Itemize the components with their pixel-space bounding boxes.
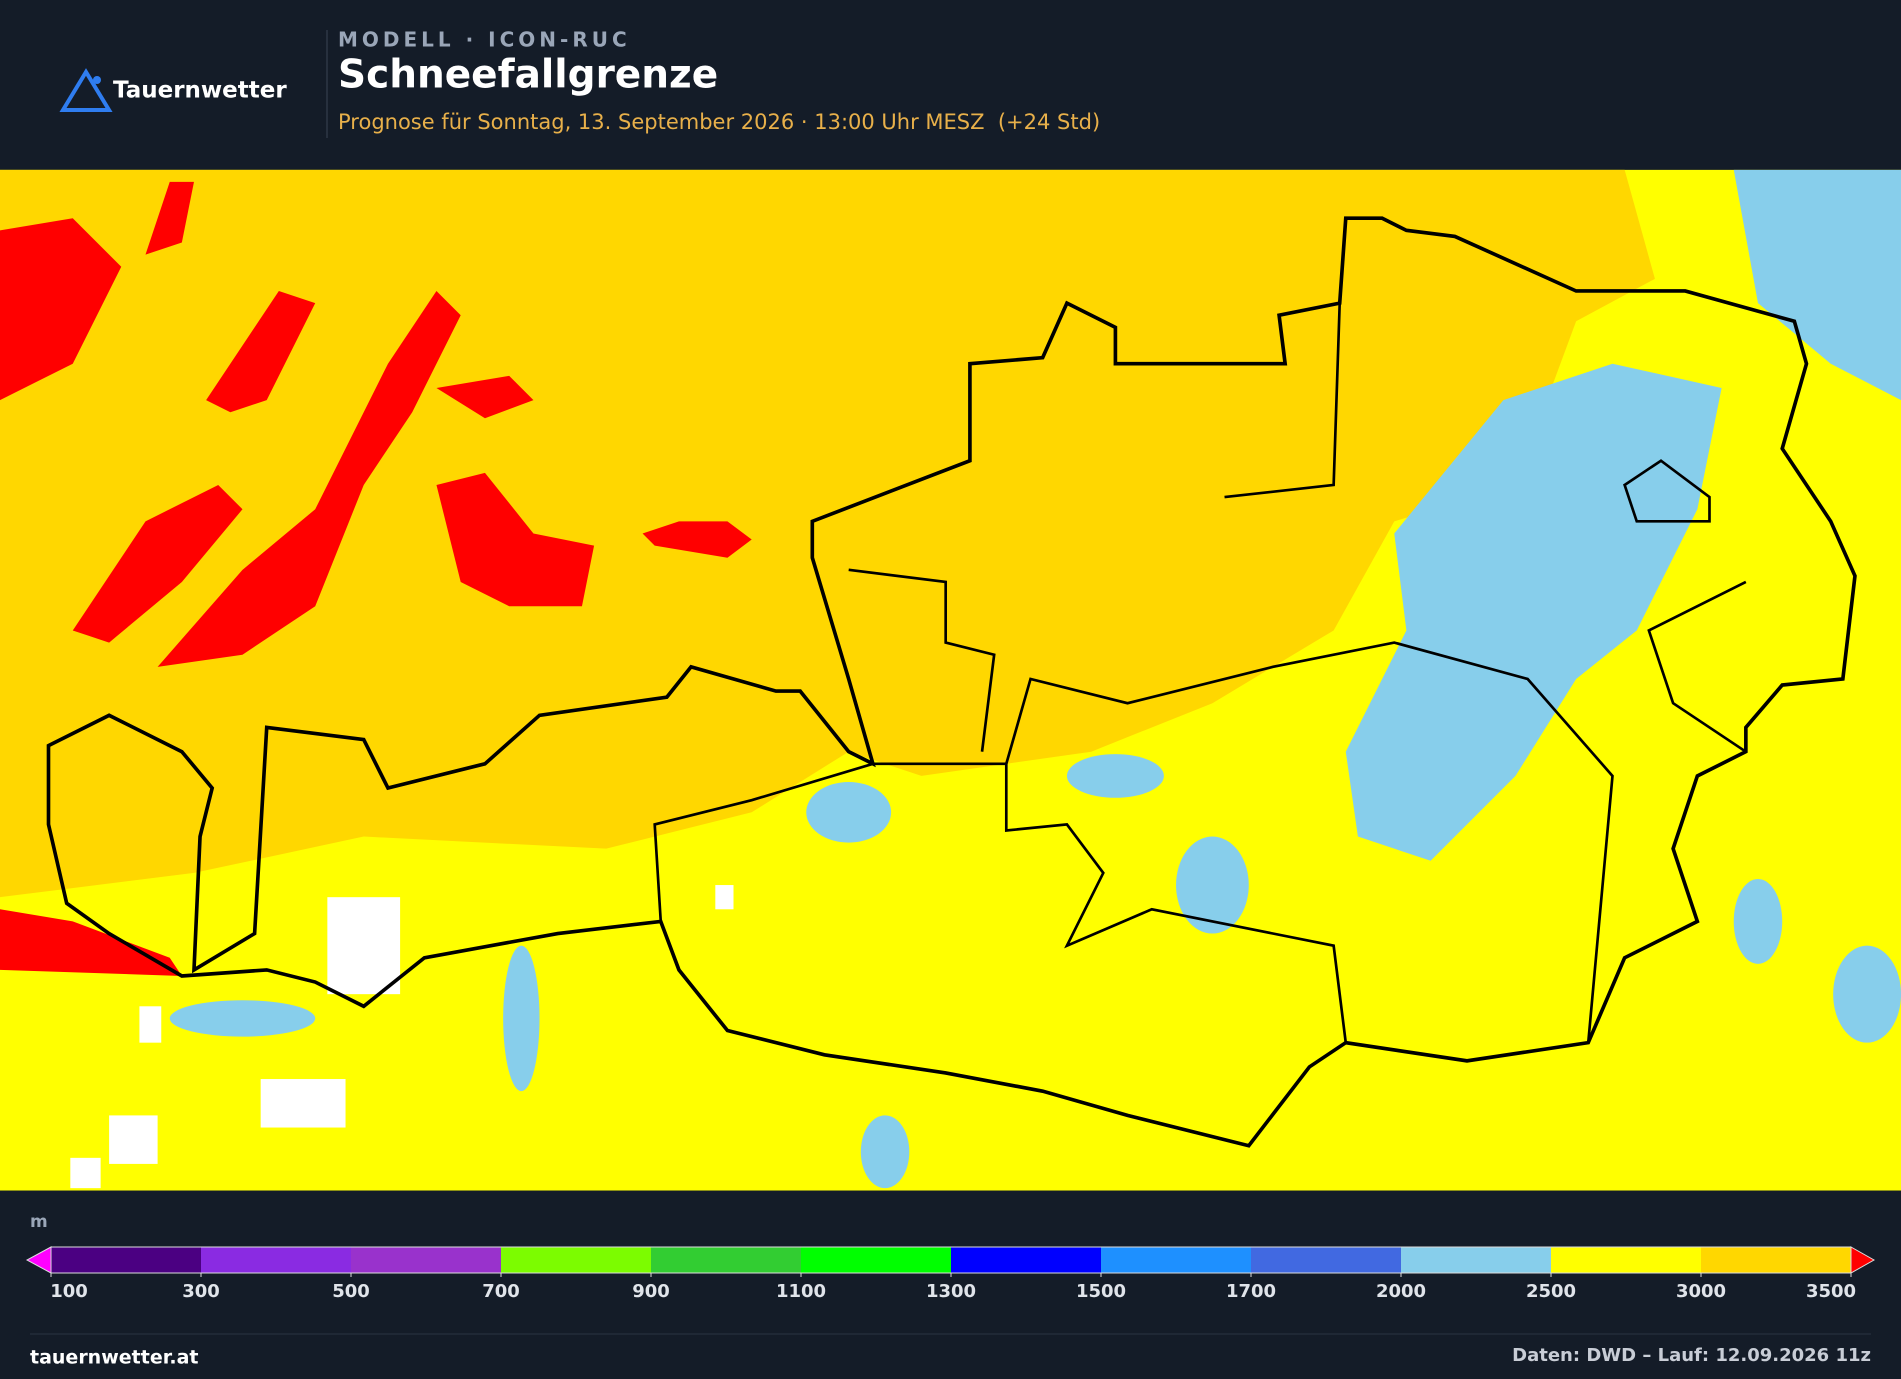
logo: Tauernwetter (59, 68, 287, 112)
colorbar-tick-label: 700 (482, 1281, 520, 1302)
colorbar-tick-label: 1500 (1076, 1281, 1126, 1302)
colorbar-segment (1551, 1247, 1702, 1273)
country-border (46, 216, 1857, 1148)
model: MODELL · ICON-RUC (338, 28, 631, 52)
colorbar-segment (801, 1247, 952, 1273)
colorbar-segment (651, 1247, 802, 1273)
colorbar-tick-label: 1100 (776, 1281, 826, 1302)
logo-text: Tauernwetter (113, 78, 287, 104)
colorbar-segment (1251, 1247, 1402, 1273)
map-white (70, 885, 734, 1189)
colorbar-segment (1101, 1247, 1252, 1273)
colorbar: m 100 300 500 700 900 1100 1300 1500 1700 2000 250… (25, 1212, 1876, 1302)
colorbar-unit: m (30, 1212, 48, 1232)
subtitle: Prognose für Sonntag, 13. September 2026… (338, 110, 1100, 134)
colorbar-segment (1401, 1247, 1552, 1273)
colorbar-segment (951, 1247, 1102, 1273)
colorbar-tick-label: 3500 (1806, 1281, 1856, 1302)
logo-icon (59, 68, 113, 112)
map (0, 169, 1901, 1191)
colorbar-tick-label: 2500 (1526, 1281, 1576, 1302)
colorbar-segment (351, 1247, 502, 1273)
colorbar-tick-label: 500 (332, 1281, 370, 1302)
colorbar-segment (501, 1247, 652, 1273)
footer-site: tauernwetter.at (30, 1347, 199, 1369)
logo-dot (93, 76, 101, 84)
colorbar-tick-label: 100 (50, 1281, 88, 1302)
title: Schneefallgrenze (338, 53, 718, 98)
colorbar-tick-label: 2000 (1376, 1281, 1426, 1302)
colorbar-segment (201, 1247, 352, 1273)
colorbar-tick-label: 1700 (1226, 1281, 1276, 1302)
map-blue (169, 169, 1901, 1189)
map-red (0, 181, 752, 976)
state-borders (653, 303, 1747, 1043)
colorbar-segment (51, 1247, 202, 1273)
colorbar-tick-label: 900 (632, 1281, 670, 1302)
colorbar-tick-label: 1300 (926, 1281, 976, 1302)
colorbar-tick-label: 300 (182, 1281, 220, 1302)
footer-source: Daten: DWD – Lauf: 12.09.2026 11z (1512, 1345, 1871, 1366)
colorbar-segment (1701, 1247, 1852, 1273)
colorbar-tick-label: 3000 (1676, 1281, 1726, 1302)
